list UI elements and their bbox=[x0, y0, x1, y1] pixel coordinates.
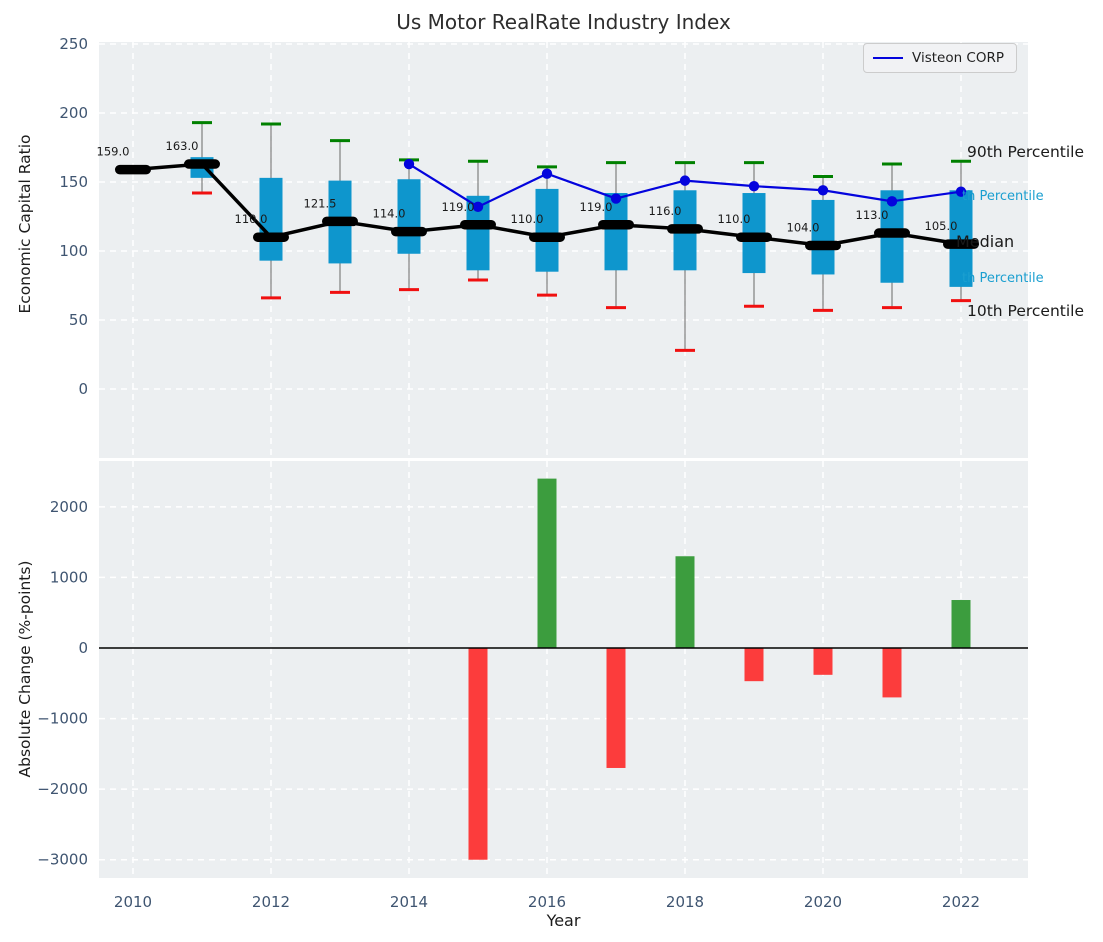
bar-positive bbox=[951, 600, 971, 648]
tick-label: 2014 bbox=[390, 893, 428, 911]
median-value-label: 119.0 bbox=[442, 200, 475, 214]
chart-title: Us Motor RealRate Industry Index bbox=[396, 10, 731, 34]
gridlines bbox=[99, 42, 1028, 878]
bar-negative bbox=[882, 648, 902, 698]
visteon-marker bbox=[472, 201, 484, 213]
median-marker bbox=[322, 216, 358, 227]
visteon-marker bbox=[541, 168, 553, 179]
median-value-label: 105.0 bbox=[925, 219, 958, 233]
bar-negative bbox=[813, 648, 833, 675]
median-value-label: 110.0 bbox=[235, 212, 268, 226]
median-value-label: 114.0 bbox=[373, 207, 406, 221]
median-marker bbox=[460, 220, 496, 230]
iqr-box bbox=[811, 199, 835, 275]
median-marker bbox=[874, 228, 910, 238]
annotation-75th-percentile-partial: th Percentile bbox=[962, 189, 1044, 204]
median-value-label: 121.5 bbox=[304, 196, 337, 210]
change-bars-group bbox=[99, 478, 1028, 860]
panel-backgrounds bbox=[99, 42, 1028, 878]
iqr-box bbox=[604, 193, 628, 271]
tick-label: −3000 bbox=[37, 851, 88, 869]
tick-label: 0 bbox=[78, 639, 88, 657]
median-marker bbox=[529, 232, 565, 242]
tick-label: −1000 bbox=[37, 710, 88, 728]
tick-label: 1000 bbox=[50, 568, 88, 586]
median-value-label: 119.0 bbox=[580, 200, 613, 214]
median-marker bbox=[943, 239, 979, 249]
iqr-box bbox=[535, 188, 559, 272]
visteon-series bbox=[403, 158, 967, 213]
tick-label: 2020 bbox=[804, 893, 842, 911]
visteon-marker bbox=[748, 180, 760, 192]
annotation-25th-percentile-partial: th Percentile bbox=[962, 271, 1044, 286]
median-value-label: 104.0 bbox=[787, 220, 820, 234]
tick-label: 100 bbox=[59, 242, 88, 260]
tick-label: 2016 bbox=[528, 893, 566, 911]
median-marker bbox=[805, 240, 841, 251]
annotation-10th-percentile: 10th Percentile bbox=[967, 302, 1085, 320]
tick-label: 250 bbox=[59, 35, 88, 53]
median-value-label: 110.0 bbox=[511, 212, 544, 226]
bottom-y-axis-label: Absolute Change (%-points) bbox=[16, 560, 34, 778]
tick-label: −2000 bbox=[37, 780, 88, 798]
median-value-label: 159.0 bbox=[97, 145, 130, 159]
visteon-marker bbox=[886, 196, 898, 207]
iqr-box bbox=[466, 195, 490, 271]
median-marker bbox=[736, 232, 772, 242]
median-value-label: 163.0 bbox=[166, 139, 199, 153]
bar-negative bbox=[744, 648, 764, 682]
bar-positive bbox=[537, 478, 557, 648]
median-marker bbox=[598, 220, 634, 230]
visteon-marker bbox=[403, 158, 415, 170]
median-marker bbox=[115, 164, 151, 175]
median-marker bbox=[184, 159, 220, 169]
tick-label: 150 bbox=[59, 173, 88, 191]
tick-label: 2012 bbox=[252, 893, 290, 911]
tick-label: 200 bbox=[59, 104, 88, 122]
visteon-marker bbox=[955, 186, 967, 197]
iqr-box bbox=[949, 190, 973, 287]
tick-label: 2000 bbox=[50, 498, 88, 516]
tick-label: 50 bbox=[69, 311, 88, 329]
tick-label: 2022 bbox=[942, 893, 980, 911]
tick-label: 2010 bbox=[114, 893, 152, 911]
median-value-label: 116.0 bbox=[649, 204, 682, 218]
bar-positive bbox=[675, 556, 695, 648]
visteon-marker bbox=[817, 185, 829, 196]
bar-negative bbox=[468, 648, 488, 860]
annotation-median: Median bbox=[956, 232, 1015, 251]
annotation-90th-percentile: 90th Percentile bbox=[967, 143, 1085, 161]
median-marker bbox=[391, 226, 427, 237]
legend-label: Visteon CORP bbox=[912, 50, 1005, 66]
top-y-axis-label: Economic Capital Ratio bbox=[16, 134, 34, 314]
median-line-group bbox=[115, 159, 979, 251]
visteon-marker bbox=[610, 193, 622, 204]
median-marker bbox=[253, 232, 289, 242]
median-value-label: 110.0 bbox=[718, 212, 751, 226]
x-axis-label: Year bbox=[546, 911, 581, 930]
median-value-label: 113.0 bbox=[856, 208, 889, 222]
legend-line-sample-icon bbox=[873, 57, 903, 59]
tick-label: 2018 bbox=[666, 893, 704, 911]
tick-labels: 0 50 100 150 200 250 −3000 −2000 −1000 0 1000 2000 2… bbox=[37, 35, 980, 911]
bottom-panel-bg bbox=[99, 461, 1028, 878]
visteon-marker bbox=[679, 175, 691, 186]
bar-negative bbox=[606, 648, 626, 768]
tick-label: 0 bbox=[78, 380, 88, 398]
legend-visteon: Visteon CORP bbox=[863, 43, 1017, 73]
median-marker bbox=[667, 224, 703, 234]
median-value-labels: 159.0 163.0 110.0 121.5 114.0 119.0 110.0 119.0… bbox=[97, 139, 958, 234]
